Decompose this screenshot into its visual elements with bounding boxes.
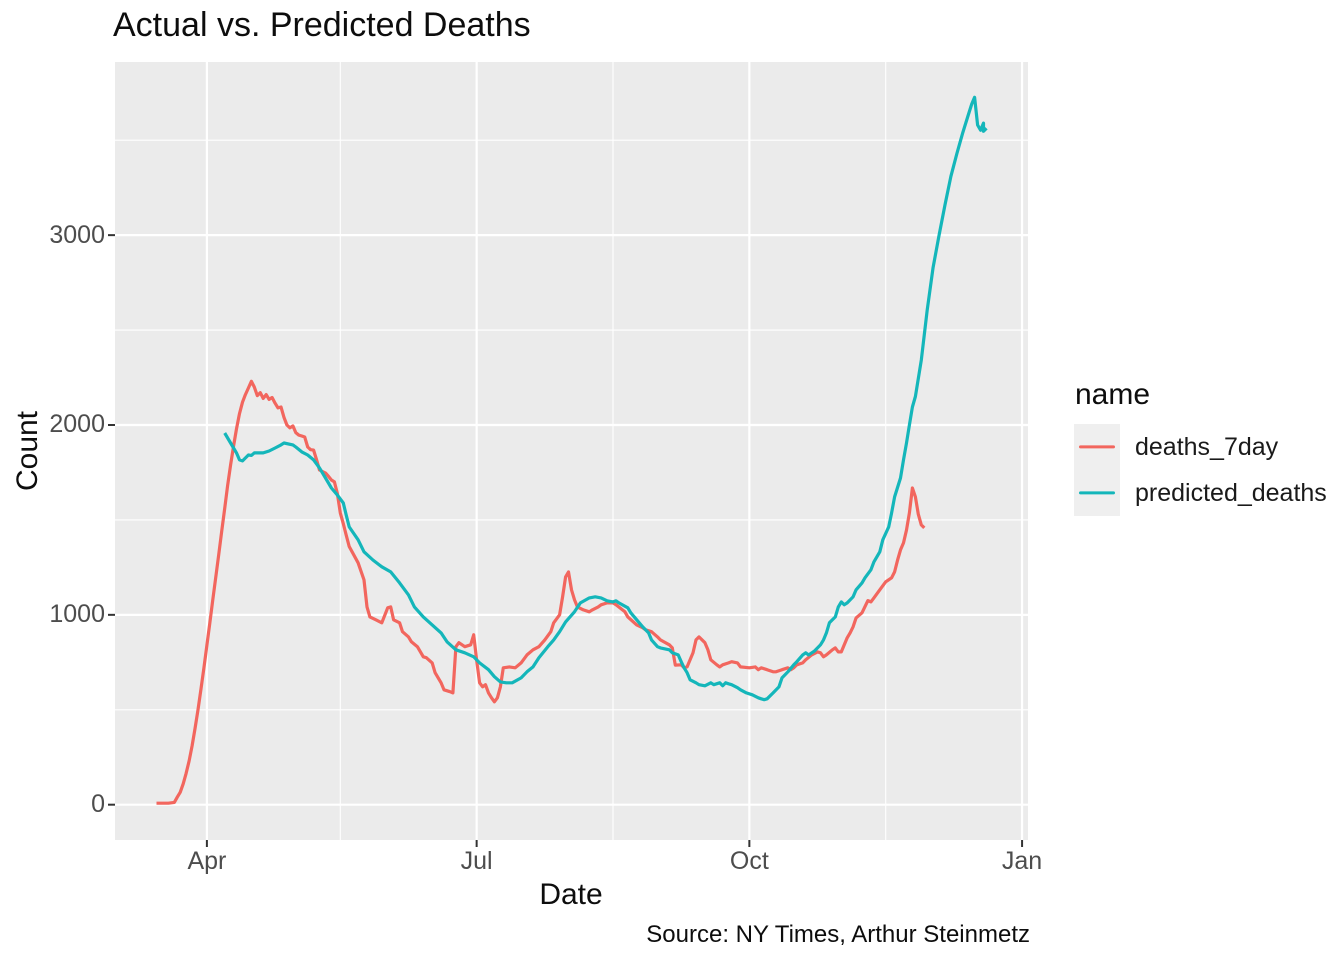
y-tick-label: 2000	[49, 410, 105, 439]
chart-title: Actual vs. Predicted Deaths	[113, 6, 531, 44]
legend-label-predicted-deaths: predicted_deaths	[1135, 479, 1327, 507]
y-axis-title: Count	[11, 410, 44, 492]
x-tick-label: Jan	[1001, 847, 1043, 875]
red-line-swatch	[1079, 445, 1115, 449]
legend-key-deaths-7day	[1074, 424, 1120, 470]
x-axis-title: Date	[539, 878, 603, 911]
legend-title: name	[1075, 378, 1151, 411]
x-tick-label: Apr	[187, 847, 227, 875]
y-tick-label: 1000	[49, 600, 105, 629]
x-tick-label: Oct	[729, 847, 769, 875]
source-caption: Source: NY Times, Arthur Steinmetz	[646, 921, 1030, 948]
y-tick-label: 3000	[49, 220, 105, 249]
legend-key-predicted-deaths	[1074, 470, 1120, 516]
teal-line-swatch	[1079, 491, 1115, 495]
x-tick-label: Jul	[460, 847, 493, 875]
y-tick-label: 0	[91, 790, 105, 819]
legend-label-deaths-7day: deaths_7day	[1135, 433, 1279, 461]
